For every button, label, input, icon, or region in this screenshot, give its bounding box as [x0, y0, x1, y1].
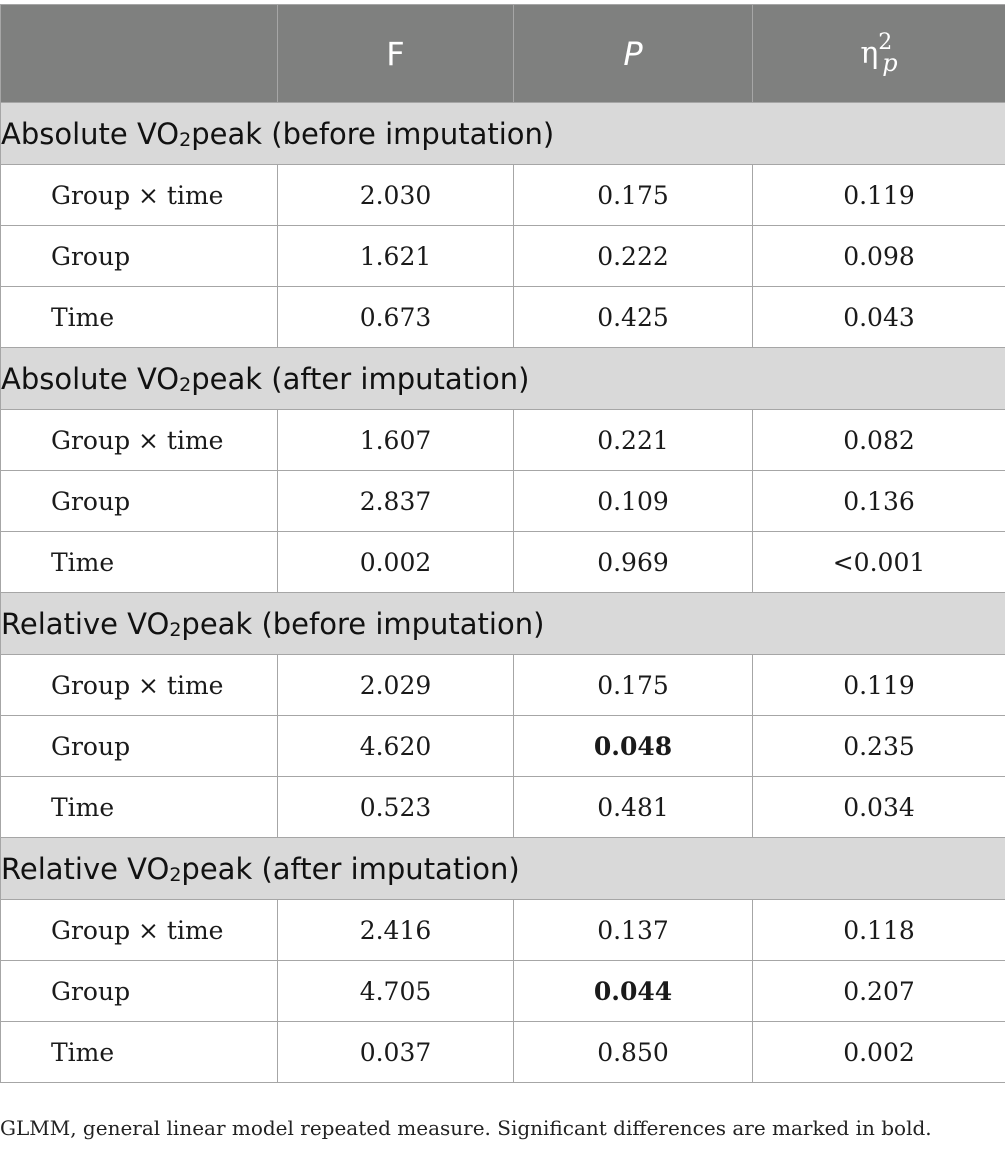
- row-label: Group: [0, 470, 278, 532]
- p-value: 0.048: [513, 715, 753, 777]
- table-footnote: GLMM, general linear model repeated meas…: [0, 1116, 932, 1140]
- section-title-post: peak (before imputation): [191, 116, 555, 151]
- f-value: 4.705: [277, 960, 514, 1022]
- section-title: Relative VO2peak (after imputation): [0, 837, 1005, 900]
- table-row: Group 2.837 0.109 0.136: [0, 470, 1005, 532]
- eta-value: 0.118: [752, 899, 1005, 961]
- f-value: 0.037: [277, 1021, 514, 1083]
- f-value: 0.673: [277, 286, 514, 348]
- row-label: Group: [0, 225, 278, 287]
- section-title-pre: Absolute VO: [1, 116, 180, 151]
- header-eta-squared: η2p: [752, 4, 1005, 103]
- p-value: 0.137: [513, 899, 753, 961]
- eta-value: <0.001: [752, 531, 1005, 593]
- table-row: Group × time 1.607 0.221 0.082: [0, 409, 1005, 471]
- f-value: 1.607: [277, 409, 514, 471]
- section-title: Relative VO2peak (before imputation): [0, 592, 1005, 655]
- p-value: 0.175: [513, 164, 753, 226]
- p-value: 0.425: [513, 286, 753, 348]
- eta-value: 0.098: [752, 225, 1005, 287]
- p-value: 0.221: [513, 409, 753, 471]
- row-label: Group × time: [0, 654, 278, 716]
- eta-value: 0.119: [752, 654, 1005, 716]
- section-header-row: Relative VO2peak (after imputation): [0, 837, 1005, 900]
- section-title-subscript: 2: [169, 863, 182, 886]
- section-title-post: peak (after imputation): [191, 361, 530, 396]
- table-row: Group × time 2.029 0.175 0.119: [0, 654, 1005, 716]
- eta-value: 0.043: [752, 286, 1005, 348]
- row-label: Time: [0, 776, 278, 838]
- p-value: 0.044: [513, 960, 753, 1022]
- section-header-row: Relative VO2peak (before imputation): [0, 592, 1005, 655]
- table-row: Time 0.673 0.425 0.043: [0, 286, 1005, 348]
- f-value: 2.837: [277, 470, 514, 532]
- eta-superscript: 2: [878, 30, 893, 55]
- table-row: Group 4.620 0.048 0.235: [0, 715, 1005, 777]
- row-label: Time: [0, 1021, 278, 1083]
- p-value: 0.850: [513, 1021, 753, 1083]
- p-value: 0.175: [513, 654, 753, 716]
- table-header-row: F P η2p: [0, 4, 1005, 103]
- table-row: Time 0.002 0.969 <0.001: [0, 531, 1005, 593]
- section-title-subscript: 2: [179, 373, 192, 396]
- eta-value: 0.136: [752, 470, 1005, 532]
- f-value: 2.416: [277, 899, 514, 961]
- section-title-subscript: 2: [169, 618, 182, 641]
- section-header-row: Absolute VO2peak (after imputation): [0, 347, 1005, 410]
- eta-value: 0.082: [752, 409, 1005, 471]
- eta-value: 0.119: [752, 164, 1005, 226]
- table-body: Absolute VO2peak (before imputation) Grou…: [0, 102, 1005, 1083]
- section-title-post: peak (after imputation): [181, 851, 520, 886]
- f-value: 0.523: [277, 776, 514, 838]
- section-header-row: Absolute VO2peak (before imputation): [0, 102, 1005, 165]
- header-p: P: [513, 4, 753, 103]
- results-table: F P η2p Absolute VO2peak (before imputat…: [0, 4, 1005, 1083]
- eta-value: 0.002: [752, 1021, 1005, 1083]
- row-label: Group × time: [0, 409, 278, 471]
- table-row: Group × time 2.030 0.175 0.119: [0, 164, 1005, 226]
- row-label: Group × time: [0, 899, 278, 961]
- section-title-subscript: 2: [179, 128, 192, 151]
- p-value: 0.222: [513, 225, 753, 287]
- f-value: 1.621: [277, 225, 514, 287]
- row-label: Time: [0, 531, 278, 593]
- table-row: Group 1.621 0.222 0.098: [0, 225, 1005, 287]
- section-title-post: peak (before imputation): [181, 606, 545, 641]
- table-row: Time 0.523 0.481 0.034: [0, 776, 1005, 838]
- eta-symbol: η: [860, 36, 879, 71]
- p-value: 0.109: [513, 470, 753, 532]
- f-value: 0.002: [277, 531, 514, 593]
- eta-value: 0.235: [752, 715, 1005, 777]
- section-title-pre: Absolute VO: [1, 361, 180, 396]
- row-label: Group: [0, 960, 278, 1022]
- f-value: 4.620: [277, 715, 514, 777]
- section-title-pre: Relative VO: [1, 606, 170, 641]
- row-label: Group × time: [0, 164, 278, 226]
- section-title-pre: Relative VO: [1, 851, 170, 886]
- header-f: F: [277, 4, 514, 103]
- row-label: Time: [0, 286, 278, 348]
- header-empty-cell: [0, 4, 278, 103]
- table-row: Time 0.037 0.850 0.002: [0, 1021, 1005, 1083]
- section-title: Absolute VO2peak (after imputation): [0, 347, 1005, 410]
- table-row: Group 4.705 0.044 0.207: [0, 960, 1005, 1022]
- table-row: Group × time 2.416 0.137 0.118: [0, 899, 1005, 961]
- eta-subscript: p: [882, 49, 898, 77]
- f-value: 2.030: [277, 164, 514, 226]
- eta-value: 0.207: [752, 960, 1005, 1022]
- p-value: 0.481: [513, 776, 753, 838]
- eta-value: 0.034: [752, 776, 1005, 838]
- f-value: 2.029: [277, 654, 514, 716]
- row-label: Group: [0, 715, 278, 777]
- p-value: 0.969: [513, 531, 753, 593]
- section-title: Absolute VO2peak (before imputation): [0, 102, 1005, 165]
